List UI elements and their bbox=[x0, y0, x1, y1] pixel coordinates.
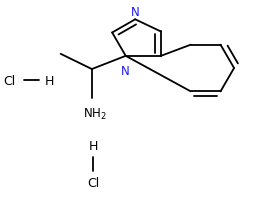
Text: Cl: Cl bbox=[87, 176, 99, 189]
Text: NH$_2$: NH$_2$ bbox=[83, 106, 106, 121]
Text: H: H bbox=[44, 74, 54, 87]
Text: N: N bbox=[131, 6, 140, 19]
Text: Cl: Cl bbox=[3, 74, 16, 87]
Text: N: N bbox=[121, 65, 130, 78]
Text: H: H bbox=[88, 140, 98, 153]
